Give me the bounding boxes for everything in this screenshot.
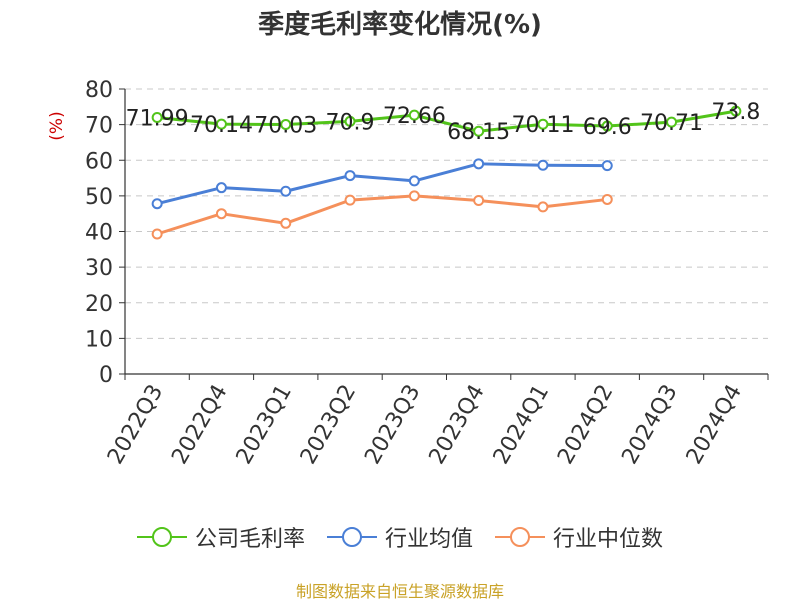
data-point[interactable]: [408, 175, 420, 187]
data-label: 73.8: [711, 100, 760, 125]
x-tick-label: 2024Q1: [489, 381, 554, 469]
x-tick-label: 2023Q4: [425, 381, 490, 469]
data-point[interactable]: [537, 201, 549, 213]
legend-item-industry-mean[interactable]: 行业均值: [326, 521, 473, 553]
legend-marker-icon: [136, 525, 187, 549]
data-point[interactable]: [215, 208, 227, 220]
data-point[interactable]: [151, 228, 163, 240]
legend-label: 行业中位数: [553, 527, 664, 552]
y-tick-label: 30: [85, 256, 113, 281]
data-point[interactable]: [344, 115, 356, 127]
data-point[interactable]: [280, 185, 292, 197]
data-label: 72.66: [383, 104, 446, 129]
data-label: 70.03: [254, 114, 317, 139]
data-point[interactable]: [151, 112, 163, 124]
series-line: [156, 194, 608, 236]
legend-item-industry-median[interactable]: 行业中位数: [495, 521, 663, 553]
data-point[interactable]: [280, 217, 292, 229]
legend: 公司毛利率 行业均值 行业中位数: [0, 520, 800, 554]
data-point[interactable]: [601, 120, 613, 132]
data-point[interactable]: [151, 198, 163, 210]
y-tick-label: 20: [85, 292, 113, 317]
x-tick-label: 2022Q4: [167, 381, 232, 469]
x-tick-label: 2024Q2: [553, 381, 618, 469]
data-label: 70.14: [190, 113, 253, 138]
data-point[interactable]: [215, 182, 227, 194]
series-line: [156, 162, 608, 206]
y-tick-label: 0: [99, 363, 113, 388]
x-tick-label: 2022Q3: [103, 381, 168, 469]
x-tick-label: 2023Q3: [360, 381, 425, 469]
x-tick-label: 2024Q4: [682, 381, 747, 469]
data-label: 71.99: [126, 107, 189, 132]
legend-marker-icon: [495, 525, 545, 549]
data-point[interactable]: [601, 193, 613, 205]
legend-item-company[interactable]: 公司毛利率: [136, 521, 305, 553]
data-label: 70.71: [640, 111, 703, 136]
data-point[interactable]: [666, 116, 678, 128]
data-point[interactable]: [730, 105, 742, 117]
data-label: 68.15: [447, 120, 510, 145]
data-point[interactable]: [473, 125, 485, 137]
line-chart: 010203040506070802022Q32022Q42023Q12023Q…: [47, 78, 769, 469]
data-point[interactable]: [473, 195, 485, 207]
y-tick-label: 40: [85, 221, 113, 246]
data-source-note: 制图数据来自恒生聚源数据库: [295, 582, 504, 601]
chart-title: 季度毛利率变化情况(%): [258, 10, 542, 40]
y-tick-label: 50: [85, 185, 113, 210]
x-tick-label: 2023Q1: [232, 381, 297, 469]
legend-marker-icon: [326, 525, 377, 549]
legend-label: 行业均值: [384, 527, 473, 552]
legend-label: 公司毛利率: [194, 527, 305, 552]
y-axis-label: (%): [47, 111, 67, 140]
y-tick-label: 10: [85, 327, 113, 352]
series-line: [156, 109, 737, 133]
data-point[interactable]: [344, 194, 356, 206]
series: [151, 105, 742, 240]
axes: 010203040506070802022Q32022Q42023Q12023Q…: [85, 78, 769, 469]
data-point[interactable]: [537, 118, 549, 130]
data-point[interactable]: [408, 109, 420, 121]
y-tick-label: 80: [85, 78, 113, 103]
y-tick-label: 70: [85, 114, 113, 139]
y-tick-label: 60: [85, 149, 113, 174]
data-label: 69.6: [583, 115, 632, 140]
data-point[interactable]: [473, 158, 485, 170]
data-point[interactable]: [344, 170, 356, 182]
data-label: 70.9: [326, 110, 375, 135]
data-point[interactable]: [537, 159, 549, 171]
data-point[interactable]: [601, 160, 613, 172]
x-tick-label: 2023Q2: [296, 381, 361, 469]
data-point[interactable]: [280, 119, 292, 131]
data-point[interactable]: [215, 118, 227, 130]
data-point[interactable]: [408, 190, 420, 202]
x-tick-label: 2024Q3: [617, 381, 682, 469]
data-label: 70.11: [511, 113, 574, 138]
